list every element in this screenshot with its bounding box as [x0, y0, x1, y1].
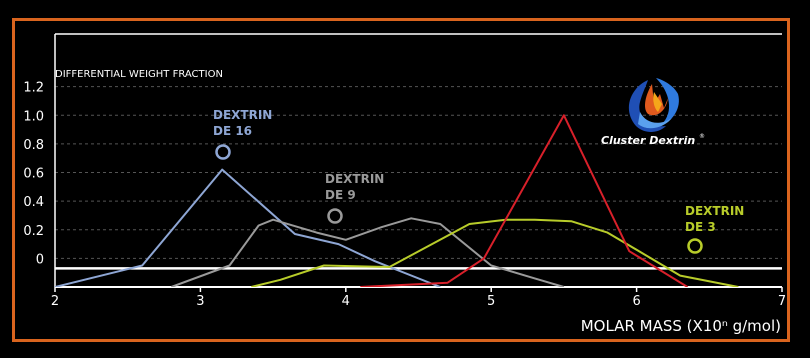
- series-lines: [55, 114, 739, 287]
- annotation-label-line2: DE 9: [325, 188, 356, 202]
- y-tick-label: 0.4: [23, 195, 44, 210]
- gridlines: [55, 86, 782, 259]
- x-tick-label: 3: [196, 294, 204, 309]
- x-tick-label: 6: [632, 294, 640, 309]
- y-axis-title: DIFFERENTIAL WEIGHT FRACTION: [55, 69, 223, 80]
- series-line-cluster-dextrin: [360, 114, 689, 287]
- x-tick-label: 2: [51, 294, 59, 309]
- series-line-dextrin-de-9: [170, 217, 565, 287]
- annotation-marker: [215, 144, 231, 160]
- x-tick-label: 7: [778, 294, 786, 309]
- tick-labels: 0 0.2 0.4 0.6 0.8 1.0 1.2 2 3 4 5 6 7: [23, 81, 786, 309]
- x-tick-label: 4: [342, 294, 350, 309]
- annotation-label-line2: DE 16: [213, 124, 252, 138]
- y-tick-label: 0.6: [23, 167, 44, 182]
- series-line-dextrin-de-16: [55, 168, 441, 287]
- y-tick-label: 0: [36, 252, 44, 267]
- y-tick-label: 0.2: [23, 224, 44, 239]
- x-axis-title: MOLAR MASS (X10ⁿ g/mol): [581, 317, 781, 335]
- x-tick-label: 5: [487, 294, 495, 309]
- y-tick-label: 0.8: [23, 138, 44, 153]
- annotation-label-line2: DE 3: [685, 220, 716, 234]
- annotation-label-line1: DEXTRIN: [213, 108, 272, 122]
- annotation-dextrin-de-3: DEXTRIN DE 3: [685, 204, 744, 254]
- annotation-dextrin-de-16: DEXTRIN DE 16: [213, 108, 272, 160]
- annotation-label-line1: DEXTRIN: [685, 204, 744, 218]
- series-line-dextrin-de-3: [251, 218, 739, 287]
- logo-wordmark: Cluster Dextrin: [601, 134, 695, 147]
- cluster-dextrin-logo: Cluster Dextrin ®: [601, 78, 705, 147]
- logo-registered-mark: ®: [699, 133, 705, 140]
- annotation-dextrin-de-9: DEXTRIN DE 9: [325, 172, 384, 224]
- annotation-label-line1: DEXTRIN: [325, 172, 384, 186]
- y-tick-label: 1.0: [23, 109, 44, 124]
- annotation-marker: [687, 238, 703, 254]
- annotation-marker: [327, 208, 343, 224]
- axes: [54, 33, 782, 288]
- chart-frame: [12, 18, 790, 342]
- cluster-dextrin-swirl-icon: [628, 78, 679, 132]
- y-tick-label: 1.2: [23, 81, 44, 96]
